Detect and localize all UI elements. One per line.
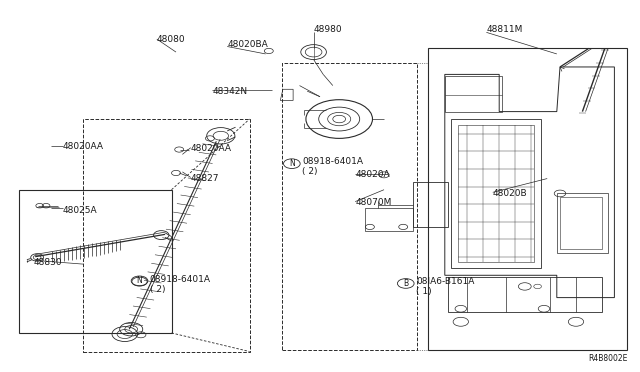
Bar: [451, 119, 541, 268]
Text: 48811M: 48811M: [486, 25, 523, 34]
Text: 48830: 48830: [33, 258, 62, 267]
Text: 48020AA: 48020AA: [63, 142, 104, 151]
Bar: [428, 48, 627, 350]
Text: 48020A: 48020A: [355, 170, 390, 179]
Bar: [448, 277, 602, 312]
Text: ( 1): ( 1): [416, 287, 431, 296]
Bar: [560, 197, 602, 249]
Text: 48342N: 48342N: [212, 87, 248, 96]
Bar: [83, 119, 250, 352]
Bar: [365, 208, 413, 231]
Text: 48980: 48980: [314, 25, 342, 34]
Bar: [282, 63, 417, 350]
Text: ( 2): ( 2): [302, 167, 317, 176]
Text: 48827: 48827: [191, 174, 220, 183]
Text: N: N: [289, 159, 294, 168]
Bar: [458, 125, 534, 262]
Text: 48025A: 48025A: [63, 206, 97, 215]
Text: B: B: [403, 279, 408, 288]
Bar: [557, 193, 608, 253]
Bar: [445, 76, 502, 112]
Text: 08918-6401A: 08918-6401A: [302, 157, 363, 166]
Text: R4B8002E: R4B8002E: [588, 354, 627, 363]
Text: 48020AA: 48020AA: [191, 144, 232, 153]
Text: 08918-6401A: 08918-6401A: [150, 275, 211, 283]
Text: 48080: 48080: [157, 35, 186, 44]
Bar: [19, 190, 172, 333]
Text: 48070M: 48070M: [355, 198, 392, 207]
Text: 08IA6-B161A: 08IA6-B161A: [416, 277, 474, 286]
Text: 48020BA: 48020BA: [227, 40, 268, 49]
Text: 48020B: 48020B: [493, 189, 527, 198]
Text: ( 2): ( 2): [150, 285, 165, 294]
Text: N: N: [137, 276, 142, 285]
